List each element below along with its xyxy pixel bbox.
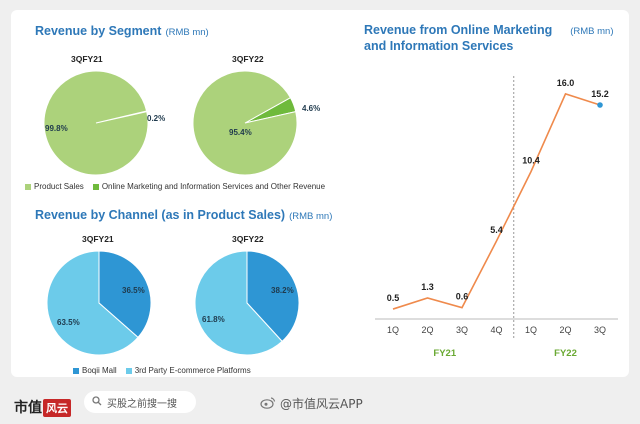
pie-seg21-slice-1 — [43, 70, 149, 176]
pie-chart-channel-3qfy21 — [46, 250, 152, 356]
slice-label-seg22-online: 4.6% — [302, 104, 321, 113]
online-title-line1: Revenue from Online Marketing — [364, 23, 553, 37]
legend-label-boqii: Boqii Mall — [82, 366, 117, 375]
pie-label-chan-22: 3QFY22 — [232, 234, 264, 244]
online-unit: (RMB mn) — [570, 26, 614, 37]
channel-title: Revenue by Channel (as in Product Sales)… — [35, 208, 332, 224]
channel-unit: (RMB mn) — [289, 211, 333, 222]
online-title-line2: and Information Services — [364, 39, 514, 53]
x-tick-label-3: 3Q — [456, 325, 468, 335]
footer-bar: 市值 风云 买股之前搜一搜 @市值风云APP — [0, 383, 640, 424]
pie-label-chan-21: 3QFY21 — [82, 234, 114, 244]
channel-legend: Boqii Mall 3rd Party E-commerce Platform… — [73, 366, 251, 375]
pie-chart-segment-3qfy21 — [43, 70, 149, 176]
x-tick-label-4: 4Q — [490, 325, 502, 335]
value-label-4: 5.4 — [490, 225, 503, 235]
brand-logo[interactable]: 市值 风云 — [14, 397, 71, 417]
value-label-3: 0.6 — [456, 292, 469, 302]
legend-label-third: 3rd Party E-commerce Platforms — [134, 366, 251, 375]
channel-title-text: Revenue by Channel (as in Product Sales) — [35, 208, 286, 222]
online-title: Revenue from Online Marketing (RMB mn) an… — [364, 23, 614, 54]
revenue-line — [392, 92, 601, 310]
segment-title: Revenue by Segment (RMB mn) — [35, 24, 209, 40]
value-label-7: 15.2 — [591, 89, 609, 99]
legend-label-product: Product Sales — [34, 182, 84, 191]
x-tick-label-2: 2Q — [421, 325, 433, 335]
chart-card: Revenue by Segment (RMB mn) 3QFY21 3QFY22… — [11, 10, 629, 377]
weibo-text: @市值风云APP — [280, 397, 363, 411]
legend-swatch-product — [25, 183, 31, 190]
x-tick-label-5: 1Q — [525, 325, 537, 335]
slice-label-seg21-online: 0.2% — [147, 114, 166, 123]
legend-swatch-third — [125, 367, 132, 374]
legend-swatch-boqii — [73, 367, 79, 374]
slice-label-chan21-boqii: 36.5% — [122, 286, 145, 295]
legend-label-online: Online Marketing and Information Service… — [101, 182, 326, 191]
value-label-5: 10.4 — [522, 156, 540, 166]
x-tick-label-1: 1Q — [387, 325, 399, 335]
line-chart-online-revenue: 0.5 1.3 0.6 5.4 10.4 16.0 15.2 1Q 2Q 3Q 4Q 1Q 2Q 3Q FY… — [375, 76, 618, 359]
search-icon — [92, 395, 102, 409]
pie-chan21-slice-1 — [98, 250, 152, 339]
slice-label-chan21-third: 63.5% — [57, 318, 80, 327]
group-label-fy22: FY22 — [554, 348, 577, 359]
x-tick-label-7: 3Q — [594, 325, 606, 335]
pie-chan21-slice-2 — [46, 250, 139, 356]
slice-label-chan22-boqii: 38.2% — [271, 286, 294, 295]
point-marker-last — [597, 102, 603, 108]
brand-badge: 风云 — [43, 399, 71, 417]
value-label-6: 16.0 — [557, 78, 575, 88]
group-label-fy21: FY21 — [433, 348, 456, 359]
weibo-icon — [260, 396, 276, 412]
weibo-handle[interactable]: @市值风云APP — [260, 395, 363, 412]
search-placeholder: 买股之前搜一搜 — [107, 398, 177, 410]
legend-swatch-online — [92, 183, 99, 190]
pie-chan22-slice-2 — [194, 250, 283, 356]
pie-label-seg-22: 3QFY22 — [232, 54, 264, 64]
value-label-1: 0.5 — [387, 293, 400, 303]
pie-label-seg-21: 3QFY21 — [71, 54, 103, 64]
pie-chart-channel-3qfy22 — [194, 250, 300, 356]
value-label-2: 1.3 — [421, 282, 434, 292]
pie-seg22-slice-1 — [192, 70, 298, 176]
slice-label-chan22-third: 61.8% — [202, 315, 225, 324]
x-tick-label-6: 2Q — [559, 325, 571, 335]
search-box[interactable]: 买股之前搜一搜 — [84, 391, 196, 413]
brand-text: 市值 — [14, 400, 42, 416]
segment-unit: (RMB mn) — [165, 27, 209, 38]
segment-title-text: Revenue by Segment — [35, 24, 162, 38]
pie-chan22-slice-1 — [246, 250, 300, 343]
pie-chart-segment-3qfy22 — [192, 70, 298, 176]
slice-label-seg22-product: 95.4% — [229, 128, 252, 137]
slice-label-seg21-product: 99.8% — [45, 124, 68, 133]
segment-legend: Product Sales Online Marketing and Infor… — [25, 182, 325, 191]
